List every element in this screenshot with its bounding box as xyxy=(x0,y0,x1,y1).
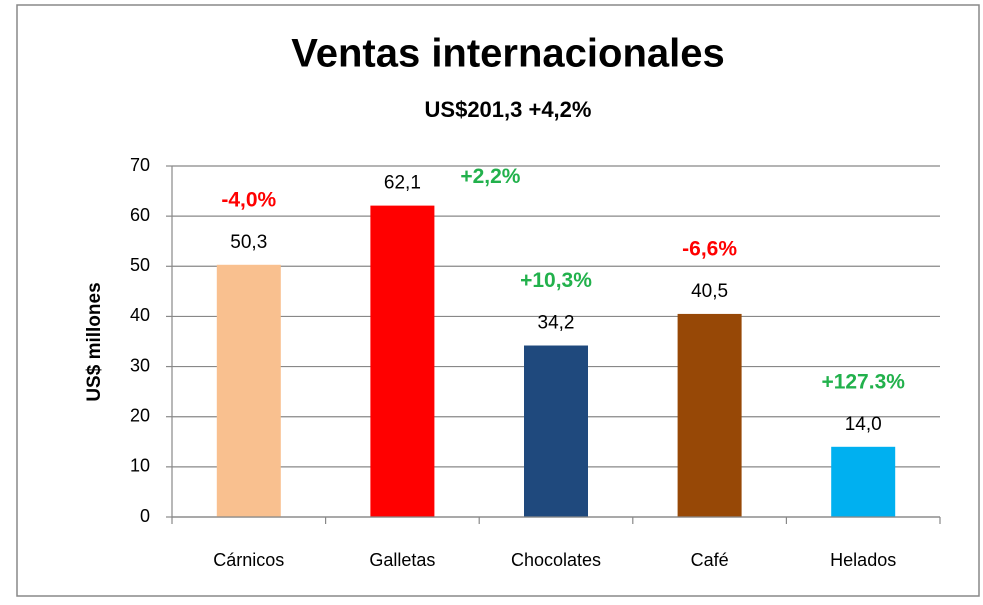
bar xyxy=(524,345,588,517)
value-label: 34,2 xyxy=(538,313,575,334)
x-tick-label: Galletas xyxy=(369,550,435,570)
y-tick-label: 20 xyxy=(130,405,150,425)
x-tick-label: Cárnicos xyxy=(213,550,284,570)
bar xyxy=(370,205,435,517)
y-tick-label: 0 xyxy=(140,506,150,526)
value-label: 14,0 xyxy=(845,414,882,435)
change-annotation: +10,3% xyxy=(520,269,592,292)
chart-title: Ventas internacionales xyxy=(291,32,725,76)
change-annotation: -6,6% xyxy=(682,237,737,260)
change-annotation: +127.3% xyxy=(821,370,905,393)
change-annotation: +2,2% xyxy=(460,165,520,188)
value-label: 50,3 xyxy=(230,232,267,253)
y-tick-label: 10 xyxy=(130,456,150,476)
y-tick-label: 60 xyxy=(130,205,150,225)
value-label: 40,5 xyxy=(691,281,728,302)
change-annotation: -4,0% xyxy=(221,188,276,211)
x-tick-label: Café xyxy=(691,550,729,570)
y-tick-label: 70 xyxy=(130,155,150,175)
chart-subtitle: US$201,3 +4,2% xyxy=(425,97,592,122)
y-tick-label: 30 xyxy=(130,355,150,375)
y-tick-label: 40 xyxy=(130,305,150,325)
bar xyxy=(831,446,896,517)
bar xyxy=(216,264,281,517)
value-label: 62,1 xyxy=(384,173,421,194)
chart-frame xyxy=(16,4,980,597)
x-tick-label: Helados xyxy=(830,550,896,570)
y-tick-label: 50 xyxy=(130,255,150,275)
bar xyxy=(677,313,742,517)
x-tick-label: Chocolates xyxy=(511,550,601,570)
y-axis-label: US$ millones xyxy=(84,282,105,401)
